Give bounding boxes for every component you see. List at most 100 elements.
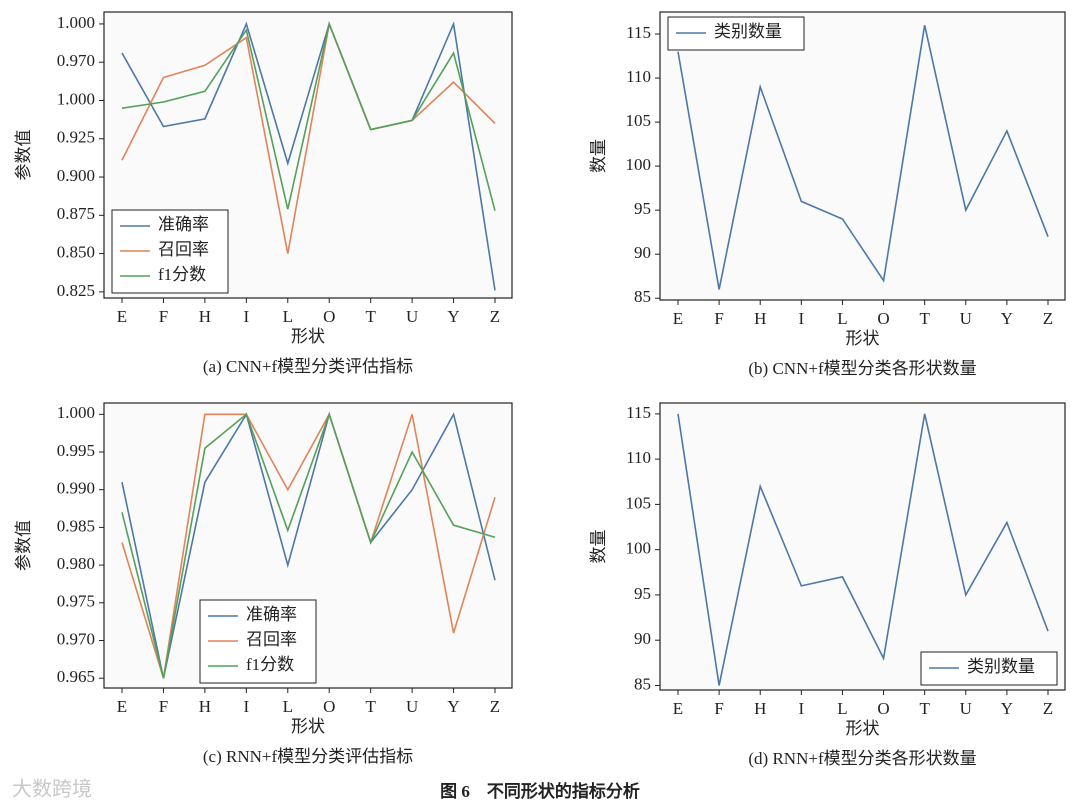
x-tick-label: I <box>243 307 249 326</box>
y-tick-label: 1.000 <box>57 89 95 108</box>
chart-title: (c) RNN+f模型分类评估指标 <box>203 747 413 766</box>
y-tick-label: 1.000 <box>57 403 95 422</box>
y-axis-label: 数量 <box>589 530 608 564</box>
x-tick-label: L <box>283 697 293 716</box>
x-tick-label: T <box>919 309 930 328</box>
y-tick-label: 90 <box>634 243 651 262</box>
y-tick-label: 0.900 <box>57 166 95 185</box>
plot-frame <box>103 11 513 299</box>
x-tick-label: Y <box>1001 699 1013 718</box>
y-axis-label: 参数值 <box>14 520 33 571</box>
y-tick-label: 1.000 <box>57 13 95 32</box>
y-axis-label: 数量 <box>589 139 608 173</box>
y-tick-label: 0.990 <box>57 479 95 498</box>
figure-caption: 图 6 不同形状的指标分析 <box>440 781 640 801</box>
x-tick-label: L <box>283 307 293 326</box>
x-tick-label: Y <box>447 307 459 326</box>
legend-label: 类别数量 <box>967 657 1035 676</box>
series-line <box>121 411 496 679</box>
y-tick-label: 95 <box>634 199 651 218</box>
y-tick-label: 0.980 <box>57 554 95 573</box>
x-tick-label: O <box>877 699 889 718</box>
y-tick-label: 0.875 <box>57 204 95 223</box>
y-tick-label: 100 <box>626 539 652 558</box>
y-tick-label: 0.850 <box>57 243 95 262</box>
x-tick-label: E <box>673 699 683 718</box>
x-tick-label: L <box>837 309 847 328</box>
x-tick-label: I <box>798 309 804 328</box>
y-tick-label: 110 <box>626 67 651 86</box>
x-tick-label: H <box>754 699 766 718</box>
x-tick-label: F <box>714 699 723 718</box>
chart-title: (b) CNN+f模型分类各形状数量 <box>748 359 976 378</box>
y-tick-label: 115 <box>626 403 651 422</box>
x-tick-label: O <box>323 307 335 326</box>
legend-label: 准确率 <box>158 215 209 234</box>
series-line <box>121 21 496 291</box>
x-tick-label: U <box>406 697 418 716</box>
x-tick-label: H <box>199 307 211 326</box>
x-axis-label: 形状 <box>846 329 880 348</box>
series-line <box>121 412 496 679</box>
x-tick-label: Y <box>447 697 459 716</box>
x-tick-label: T <box>365 307 376 326</box>
y-tick-label: 0.965 <box>57 667 95 686</box>
x-tick-label: Y <box>1001 309 1013 328</box>
x-tick-label: U <box>960 699 972 718</box>
y-tick-label: 0.995 <box>57 441 95 460</box>
legend-label: f1分数 <box>158 265 206 284</box>
x-tick-label: F <box>159 697 168 716</box>
y-tick-label: 115 <box>626 23 651 42</box>
series-line <box>121 21 496 211</box>
x-tick-label: O <box>323 697 335 716</box>
series-line <box>677 413 1049 686</box>
y-tick-label: 105 <box>626 493 652 512</box>
y-axis-label: 参数值 <box>14 130 33 181</box>
y-tick-label: 85 <box>634 674 651 693</box>
y-tick-label: 95 <box>634 584 651 603</box>
legend-label: 召回率 <box>158 240 209 259</box>
plot-area <box>660 12 1065 300</box>
x-tick-label: H <box>199 697 211 716</box>
x-axis-label: 形状 <box>291 717 325 736</box>
x-tick-label: O <box>877 309 889 328</box>
plot-frame <box>103 402 513 689</box>
y-tick-label: 0.970 <box>57 629 95 648</box>
watermark: 大数跨境 <box>12 777 92 801</box>
legend-label: f1分数 <box>246 655 294 674</box>
plot-frame <box>659 11 1066 301</box>
chart-title: (a) CNN+f模型分类评估指标 <box>203 357 413 376</box>
y-tick-label: 90 <box>634 629 651 648</box>
x-axis-label: 形状 <box>846 719 880 738</box>
x-tick-label: L <box>837 699 847 718</box>
series-line <box>121 21 496 254</box>
x-tick-label: E <box>673 309 683 328</box>
x-tick-label: Z <box>1043 309 1053 328</box>
y-tick-label: 85 <box>634 287 651 306</box>
x-tick-label: Z <box>1043 699 1053 718</box>
x-tick-label: H <box>754 309 766 328</box>
x-tick-label: T <box>365 697 376 716</box>
y-tick-label: 110 <box>626 448 651 467</box>
x-tick-label: E <box>117 697 127 716</box>
series-line <box>677 25 1049 290</box>
x-tick-label: U <box>406 307 418 326</box>
y-tick-label: 0.985 <box>57 516 95 535</box>
y-tick-label: 0.975 <box>57 592 95 611</box>
x-axis-label: 形状 <box>291 327 325 346</box>
y-tick-label: 0.825 <box>57 281 95 300</box>
y-tick-label: 105 <box>626 111 652 130</box>
legend-label: 准确率 <box>246 605 297 624</box>
y-tick-label: 0.970 <box>57 51 95 70</box>
x-tick-label: Z <box>490 697 500 716</box>
plot-frame <box>659 402 1066 691</box>
x-tick-label: E <box>117 307 127 326</box>
legend-label: 类别数量 <box>714 22 782 41</box>
x-tick-label: F <box>714 309 723 328</box>
x-tick-label: Z <box>490 307 500 326</box>
legend-label: 召回率 <box>246 630 297 649</box>
x-tick-label: T <box>919 699 930 718</box>
chart-title: (d) RNN+f模型分类各形状数量 <box>748 749 976 768</box>
x-tick-label: I <box>243 697 249 716</box>
